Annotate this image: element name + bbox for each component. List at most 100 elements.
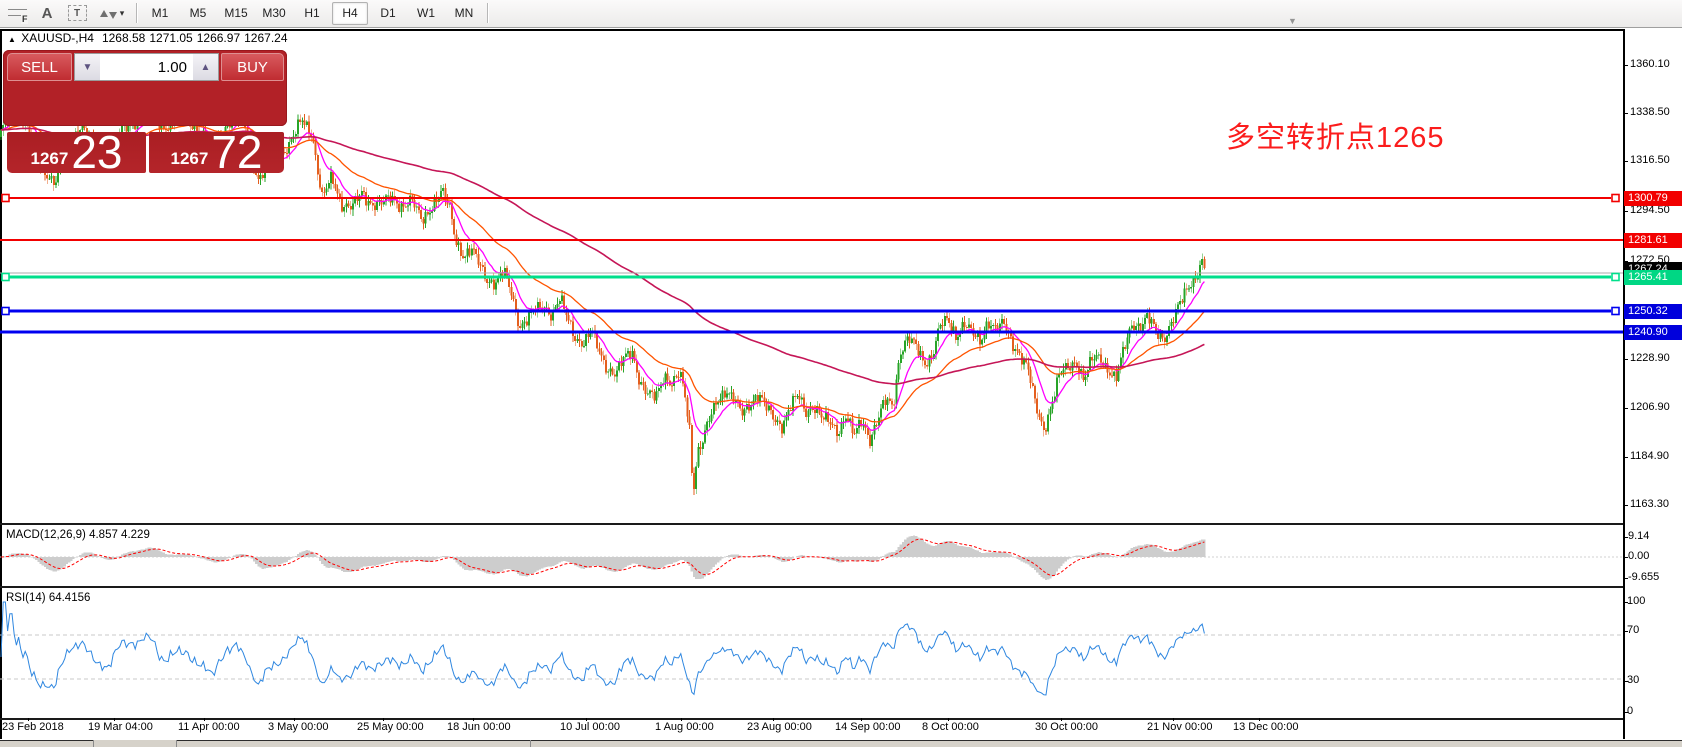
axis-label: 1294.50 <box>1630 204 1670 216</box>
timeframe-group: M1 M5 M15 M30 H1 H4 D1 W1 MN <box>141 1 483 25</box>
sell-button[interactable]: SELL <box>7 53 72 81</box>
date-label: 3 May 00:00 <box>268 721 329 733</box>
date-tick <box>861 718 862 721</box>
fibonacci-icon: F <box>7 5 28 24</box>
timeframe-d1[interactable]: D1 <box>380 5 396 20</box>
toolbar-separator <box>487 3 488 23</box>
axis-tick <box>1623 408 1628 409</box>
chart-annotation[interactable]: 多空转折点1265 <box>1226 122 1445 154</box>
date-tick <box>473 718 474 721</box>
hline-handle[interactable] <box>1611 193 1620 203</box>
sell-price-big: 1267 <box>30 149 69 168</box>
open-value: 1268.58 <box>101 31 146 45</box>
axis-label: 1184.90 <box>1630 450 1669 462</box>
arrows-tool-button[interactable]: ▾ <box>92 2 132 24</box>
hline-handle[interactable] <box>1611 272 1620 282</box>
axis-label: 1360.10 <box>1630 58 1670 70</box>
axis-label: -9.655 <box>1628 571 1660 583</box>
buy-button[interactable]: BUY <box>221 53 284 81</box>
collapse-icon[interactable]: ▲ <box>8 35 16 44</box>
axis-tick <box>1623 161 1628 162</box>
timeframe-m5[interactable]: M5 <box>189 5 207 20</box>
axis-label: 0.00 <box>1628 550 1650 562</box>
axis-tick <box>1623 113 1628 114</box>
fibonacci-tool-button[interactable]: F <box>2 2 32 24</box>
volume-increase-button[interactable]: ▲ <box>193 54 218 80</box>
timeframe-m1[interactable]: M1 <box>151 5 169 20</box>
date-label: 30 Oct 00:00 <box>1035 721 1098 733</box>
axis-label: 1228.90 <box>1630 352 1670 364</box>
macd-panel[interactable] <box>0 525 1623 586</box>
date-tick <box>681 718 682 721</box>
rsi-panel[interactable] <box>0 588 1623 718</box>
volume-spinner: ▼ ▲ <box>74 53 219 81</box>
date-label: 14 Sep 00:00 <box>835 721 901 733</box>
toolbar-separator <box>136 3 137 23</box>
hline-handle[interactable] <box>1 193 10 203</box>
date-tick <box>383 718 384 721</box>
panel-separator[interactable] <box>0 523 1623 525</box>
chart-tab-bar[interactable] <box>0 740 1682 747</box>
date-tick <box>114 718 115 721</box>
buy-price-big: 1267 <box>170 149 209 168</box>
sell-price-display[interactable]: 1267 23 <box>7 126 146 179</box>
label-icon: T <box>67 5 87 21</box>
timeframe-m15[interactable]: M15 <box>224 5 248 20</box>
hline-handle[interactable] <box>1 272 10 282</box>
window-right-border <box>1623 29 1625 739</box>
timeframe-m30[interactable]: M30 <box>262 5 286 20</box>
moving-average-slow <box>1 127 1205 385</box>
moving-average-mid <box>0 124 1205 423</box>
axis-tick <box>1623 631 1628 632</box>
panel-separator[interactable] <box>0 586 1623 588</box>
volume-decrease-button[interactable]: ▼ <box>75 54 100 80</box>
axis-tick <box>1623 211 1628 212</box>
axis-tick <box>1623 681 1628 682</box>
macd-histogram <box>2 535 1206 581</box>
spin-down-icon: ▼ <box>82 61 93 73</box>
axis-label: 70 <box>1627 624 1640 636</box>
axis-tick <box>1623 457 1628 458</box>
text-tool-button[interactable]: A <box>32 2 62 24</box>
axis-label: 30 <box>1627 674 1640 686</box>
spin-up-icon: ▲ <box>200 61 211 73</box>
date-label: 1 Aug 00:00 <box>655 721 714 733</box>
timeframe-h4[interactable]: H4 <box>332 1 368 25</box>
axis-label: 1316.50 <box>1630 154 1670 166</box>
date-tick <box>1259 718 1260 721</box>
timeframe-mn[interactable]: MN <box>454 5 474 20</box>
date-tick <box>28 718 29 721</box>
date-tick <box>1061 718 1062 721</box>
axis-tick <box>1623 359 1628 360</box>
date-label: 10 Jul 00:00 <box>560 721 620 733</box>
window-left-border <box>0 29 2 739</box>
date-tick <box>204 718 205 721</box>
high-value: 1271.05 <box>149 31 193 45</box>
sell-price-pips: 23 <box>71 126 123 179</box>
date-label: 23 Aug 00:00 <box>747 721 812 733</box>
axis-tick <box>1623 712 1628 713</box>
date-label: 21 Nov 00:00 <box>1147 721 1213 733</box>
date-label: 11 Apr 00:00 <box>178 721 240 733</box>
buy-price-display[interactable]: 1267 72 <box>149 126 284 179</box>
hline-handle[interactable] <box>1611 306 1620 316</box>
timeframe-h1[interactable]: H1 <box>304 5 320 20</box>
date-label: 8 Oct 00:00 <box>922 721 979 733</box>
timeframe-w1[interactable]: W1 <box>417 5 435 20</box>
axis-tick <box>1623 65 1628 66</box>
axis-tick <box>1623 537 1628 538</box>
hline-handle[interactable] <box>1 306 10 316</box>
panel-separator <box>0 718 1623 720</box>
date-label: 18 Jun 00:00 <box>447 721 511 733</box>
label-tool-button[interactable]: T <box>62 2 92 24</box>
chevron-down-icon: ▾ <box>119 7 125 18</box>
close-value: 1267.24 <box>244 31 288 45</box>
buy-price-pips: 72 <box>211 126 263 179</box>
volume-input[interactable] <box>100 54 193 80</box>
window-splitter-handle[interactable]: ▼ <box>1288 16 1297 26</box>
date-label: 13 Dec 00:00 <box>1233 721 1299 733</box>
price-level-badge: 1300.79 <box>1624 190 1682 206</box>
date-label: 25 May 00:00 <box>357 721 424 733</box>
date-tick <box>1173 718 1174 721</box>
